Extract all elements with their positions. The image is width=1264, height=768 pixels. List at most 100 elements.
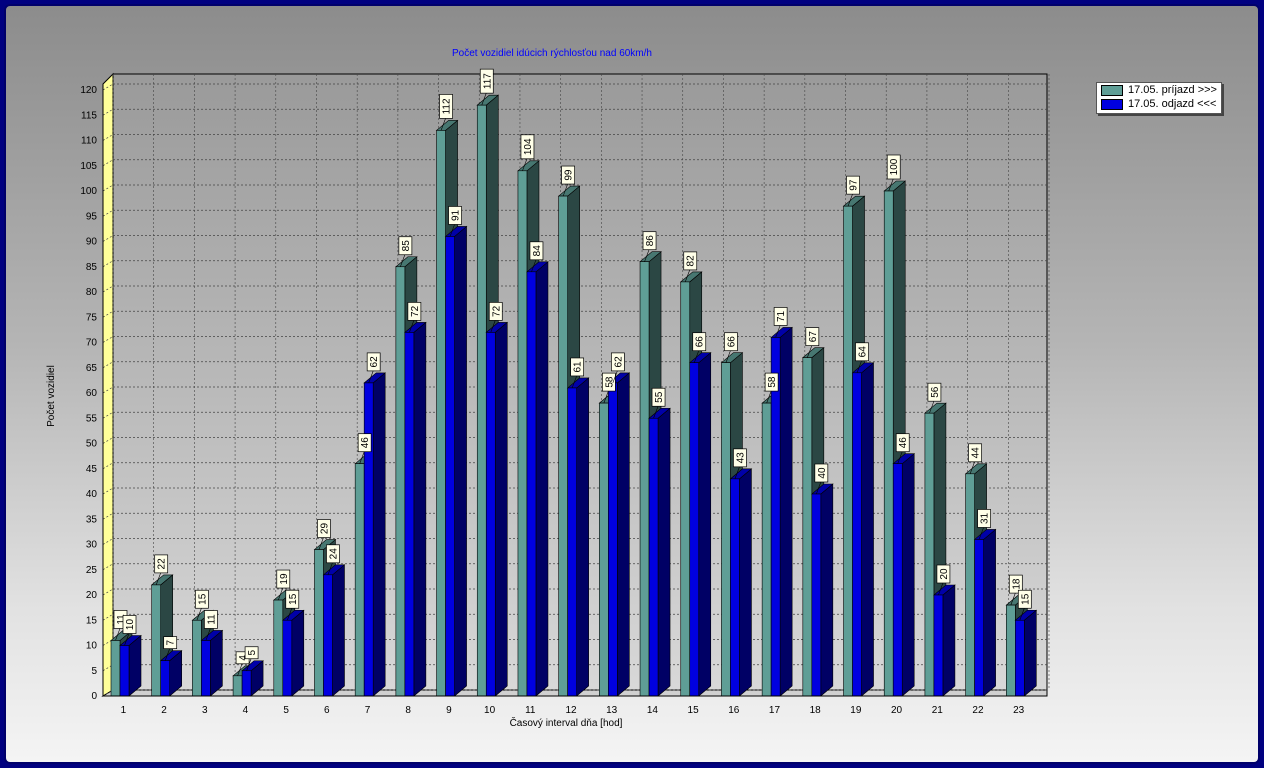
data-label-departure: 20: [939, 568, 950, 580]
data-label-arrival: 44: [971, 447, 982, 459]
label-leader: [205, 628, 211, 641]
label-box: [244, 646, 259, 660]
grid-line-side: [102, 285, 114, 293]
legend-swatch-departure: [1101, 98, 1123, 110]
label-leader: [775, 325, 781, 338]
label-leader: [490, 320, 496, 333]
label-box: [1017, 589, 1032, 609]
label-box: [773, 307, 788, 326]
x-tick-label: 21: [932, 705, 944, 716]
grid-line-side: [102, 310, 114, 318]
label-box: [357, 433, 372, 453]
label-leader: [449, 224, 455, 237]
label-leader: [816, 481, 822, 495]
grid-line-side: [102, 487, 114, 495]
chart-title: Počet vozidiel idúcich rýchlosťou nad 60…: [452, 48, 652, 59]
label-box: [163, 636, 178, 650]
label-box: [439, 94, 453, 119]
data-label-arrival: 56: [930, 386, 941, 398]
label-leader: [612, 370, 618, 384]
x-tick-label: 23: [1013, 705, 1025, 716]
grid-line-side: [102, 336, 114, 343]
label-leader: [888, 178, 894, 192]
y-tick-label: 115: [81, 110, 97, 121]
data-label-departure: 84: [532, 245, 543, 257]
label-leader: [409, 320, 415, 333]
x-tick-label: 9: [446, 705, 452, 716]
y-tick-label: 10: [86, 641, 98, 652]
label-box: [846, 175, 860, 195]
data-label-arrival: 15: [197, 593, 208, 605]
label-box: [195, 589, 209, 609]
x-tick-label: 15: [688, 705, 700, 716]
y-tick-label: 100: [80, 186, 97, 197]
label-box: [642, 231, 657, 251]
label-leader: [929, 401, 935, 414]
data-label-arrival: 67: [808, 331, 819, 343]
label-leader: [1019, 608, 1025, 621]
y-tick-label: 30: [86, 540, 98, 551]
grid-line-side: [102, 134, 114, 141]
data-label-arrival: 104: [523, 138, 534, 155]
bar-departure: [404, 321, 427, 697]
y-tick-label: 60: [86, 388, 98, 399]
x-tick-label: 8: [405, 705, 411, 716]
label-box: [154, 554, 169, 574]
label-box: [326, 544, 340, 564]
x-tick-label: 22: [972, 705, 984, 716]
y-tick-label: 55: [86, 413, 98, 424]
data-label-arrival: 97: [849, 179, 860, 191]
y-tick-label: 105: [80, 161, 97, 172]
data-label-departure: 91: [451, 209, 462, 221]
label-box: [204, 610, 218, 629]
data-label-arrival: 4: [238, 655, 249, 661]
label-leader: [978, 527, 984, 540]
bar-chart: 1110227151145191529244662857211291117721…: [46, 48, 1050, 729]
bar-departure: [851, 362, 875, 697]
grid-line-side: [102, 437, 114, 444]
label-box: [855, 342, 869, 362]
label-leader: [807, 345, 813, 358]
grid-line-side: [102, 209, 114, 217]
y-tick-label: 0: [91, 691, 97, 702]
x-tick-label: 13: [606, 705, 618, 716]
label-leader: [237, 663, 243, 676]
grid-line-side: [102, 588, 114, 596]
x-tick-label: 19: [850, 705, 862, 716]
label-leader: [684, 269, 691, 283]
label-leader: [897, 451, 903, 464]
x-tick-label: 1: [121, 705, 127, 716]
label-leader: [359, 451, 365, 464]
x-tick-label: 7: [365, 705, 371, 716]
label-leader: [1010, 592, 1016, 606]
label-leader: [969, 461, 975, 474]
chart-frame: 11 10 22 7 15 11 4 5 19 15 29 24 46 62 85 72 112 91 117 72 1…: [4, 4, 1260, 764]
y-tick-label: 45: [86, 464, 98, 475]
label-box: [407, 302, 422, 321]
x-tick-label: 10: [484, 705, 496, 716]
bars: [110, 94, 1038, 697]
data-label-departure: 66: [695, 336, 706, 348]
grid-line-side: [102, 83, 114, 91]
label-leader: [318, 537, 324, 550]
grid-line-side: [102, 462, 114, 470]
label-box: [805, 327, 820, 346]
data-label-departure: 71: [776, 310, 787, 322]
y-tick-label: 85: [86, 262, 98, 273]
data-label-arrival: 19: [279, 573, 290, 585]
data-label-departure: 62: [369, 356, 380, 368]
grid-line-side: [102, 184, 114, 192]
x-tick-label: 3: [202, 705, 208, 716]
x-tick-label: 17: [769, 705, 781, 716]
bar-departure: [933, 584, 956, 697]
data-label-arrival: 58: [604, 376, 615, 388]
x-tick-label: 11: [525, 705, 536, 716]
legend-swatch-arrival: [1101, 84, 1123, 96]
label-leader: [522, 158, 528, 171]
label-box: [285, 589, 300, 609]
label-box: [977, 509, 991, 528]
data-label-departure: 64: [858, 346, 869, 358]
bar-departure: [566, 377, 590, 697]
data-label-arrival: 46: [360, 437, 371, 449]
data-label-departure: 31: [980, 512, 991, 524]
